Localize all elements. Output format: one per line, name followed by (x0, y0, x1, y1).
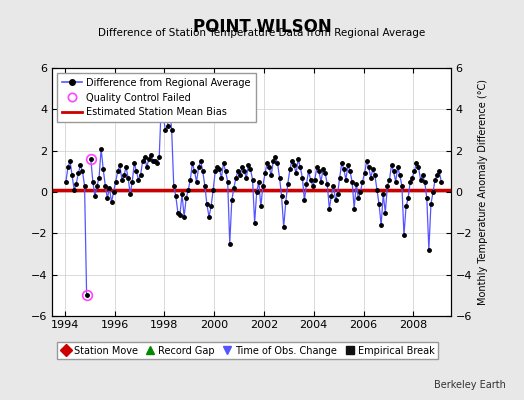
Text: Difference of Station Temperature Data from Regional Average: Difference of Station Temperature Data f… (99, 28, 425, 38)
Legend: Station Move, Record Gap, Time of Obs. Change, Empirical Break: Station Move, Record Gap, Time of Obs. C… (57, 342, 438, 360)
Text: POINT WILSON: POINT WILSON (193, 18, 331, 36)
Y-axis label: Monthly Temperature Anomaly Difference (°C): Monthly Temperature Anomaly Difference (… (477, 79, 487, 305)
Text: Berkeley Earth: Berkeley Earth (434, 380, 506, 390)
